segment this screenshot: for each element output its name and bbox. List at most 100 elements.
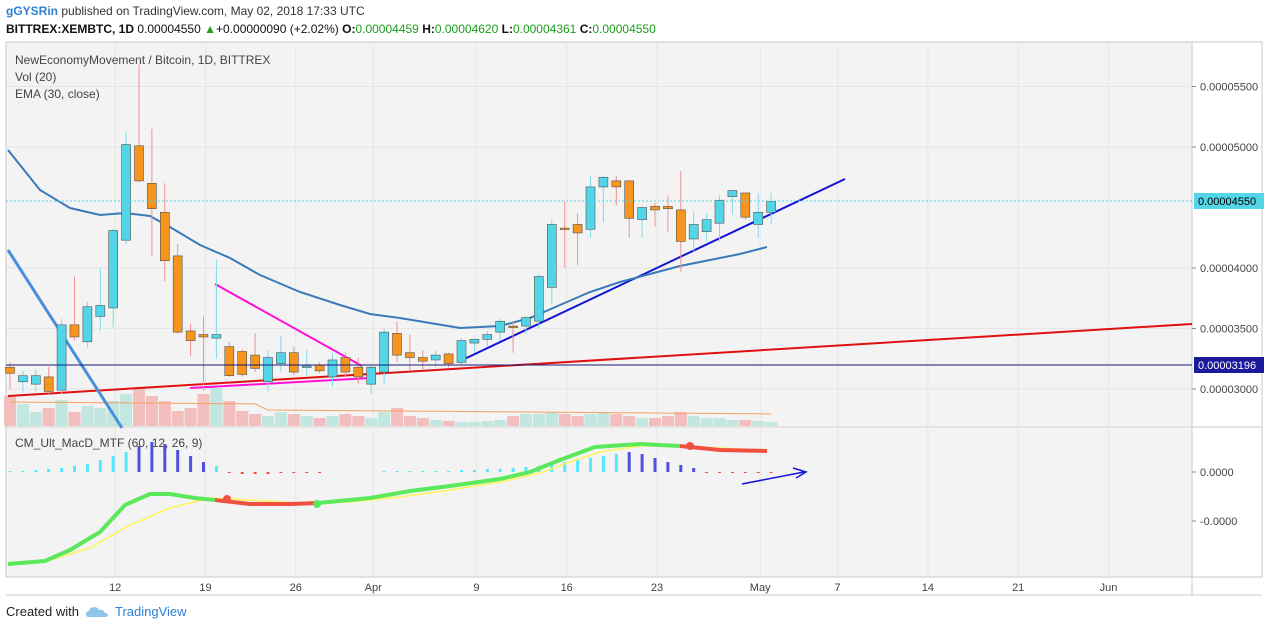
chart-border	[5, 41, 1263, 578]
high-value: 0.00004620	[434, 22, 499, 36]
macd-histogram-bar	[705, 472, 709, 473]
candle-body	[379, 331, 389, 373]
ohlc-line: BITTREX:XEMBTC, 1D 0.00004550 ▲+0.000000…	[6, 22, 656, 36]
candle-body	[534, 276, 544, 322]
candle-body	[766, 201, 776, 213]
volume-bar	[713, 418, 726, 426]
tradingview-brand[interactable]: TradingView	[114, 604, 187, 619]
macd-histogram-bar	[124, 452, 128, 472]
volume-bar	[429, 420, 442, 426]
candle-body	[430, 354, 441, 361]
candle-body	[5, 366, 15, 374]
candle-body	[637, 207, 647, 220]
volume-bar	[287, 414, 300, 426]
volume-bar	[55, 400, 68, 426]
price-tick-label: 0.00003500	[1200, 324, 1258, 336]
macd-histogram-bar	[743, 472, 747, 473]
volume-bar	[42, 408, 55, 426]
author-name[interactable]: gGYSRin	[6, 4, 59, 18]
macd-histogram-bar	[150, 442, 154, 472]
volume-bar	[726, 420, 739, 426]
volume-bar	[532, 414, 545, 426]
volume-bar	[81, 406, 94, 426]
last-price: 0.00004550	[137, 22, 201, 36]
candle-body	[56, 324, 67, 391]
macd-histogram-bar	[576, 460, 580, 472]
volume-bar	[4, 396, 16, 426]
publish-info: published on TradingView.com, May 02, 20…	[61, 4, 365, 18]
candle-body	[327, 359, 338, 378]
time-tick-label: May	[750, 582, 771, 594]
candle-body	[30, 375, 41, 385]
time-tick-label: 7	[835, 582, 841, 594]
candle-body	[495, 320, 506, 333]
volume-bar	[365, 418, 378, 426]
volume-bar	[520, 414, 532, 426]
candle-body	[611, 180, 622, 188]
macd-histogram-bar	[227, 472, 231, 473]
created-with-text: Created with	[6, 604, 79, 619]
level-price-label: 0.00003196	[1198, 360, 1256, 372]
candle-body	[650, 205, 660, 211]
candle-body	[663, 205, 673, 210]
level-price-badge	[1194, 357, 1264, 373]
main-pane-bg	[6, 42, 1192, 426]
change-arrow-icon: ▲	[204, 22, 216, 36]
ema-legend: EMA (30, close)	[15, 87, 100, 101]
candle-body	[727, 190, 738, 197]
volume-bar	[571, 416, 584, 426]
macd-histogram-bar	[666, 462, 670, 472]
volume-bar	[455, 422, 468, 426]
volume-bar	[700, 418, 713, 426]
volume-bar	[442, 421, 455, 426]
volume-bar	[468, 422, 481, 426]
macd-histogram-bar	[266, 472, 270, 474]
volume-bar	[158, 401, 171, 426]
candle-body	[121, 144, 131, 241]
macd-histogram-bar	[408, 471, 412, 472]
volume-bar	[674, 412, 687, 426]
time-tick-label: Apr	[365, 582, 382, 594]
macd-cross-up-dot	[313, 500, 321, 508]
candle-body	[160, 212, 170, 262]
open-value: 0.00004459	[355, 22, 419, 36]
time-tick-label: 26	[290, 582, 302, 594]
macd-histogram-bar	[498, 469, 502, 472]
candle-body	[443, 353, 454, 364]
candle-body	[572, 224, 583, 234]
candle-body	[753, 212, 764, 225]
macd-histogram-bar	[421, 471, 425, 472]
volume-bar	[326, 416, 339, 426]
macd-histogram-bar	[589, 458, 592, 472]
time-tick-label: 12	[109, 582, 121, 594]
last-price-label: 0.00004550	[1198, 196, 1256, 208]
macd-histogram-bar	[382, 471, 386, 472]
volume-bar	[133, 388, 145, 426]
macd-tick-label: 0.0000	[1200, 467, 1234, 479]
volume-bar	[739, 420, 752, 426]
macd-histogram-bar	[485, 469, 489, 472]
macd-histogram-bar	[111, 456, 115, 472]
candle-body	[508, 325, 518, 328]
candle-body	[366, 366, 377, 385]
volume-bar	[507, 416, 520, 426]
candle-body	[624, 180, 635, 219]
volume-bar	[623, 416, 636, 426]
macd-histogram-bar	[395, 471, 399, 472]
candle-body	[108, 230, 118, 309]
macd-histogram-bar	[730, 472, 734, 473]
candle-body	[250, 354, 260, 369]
macd-histogram-bar	[189, 456, 193, 472]
macd-histogram-bar	[756, 472, 760, 473]
candle-body	[417, 357, 428, 362]
macd-histogram-bar	[305, 472, 309, 473]
high-label: H:	[422, 22, 435, 36]
macd-line-red	[214, 498, 319, 506]
pink-descending-trendline	[214, 283, 363, 367]
volume-bar	[752, 421, 765, 426]
volume-bar	[378, 412, 391, 426]
volume-bar	[300, 416, 313, 426]
volume-bar	[94, 408, 107, 426]
candle-body	[134, 145, 144, 182]
